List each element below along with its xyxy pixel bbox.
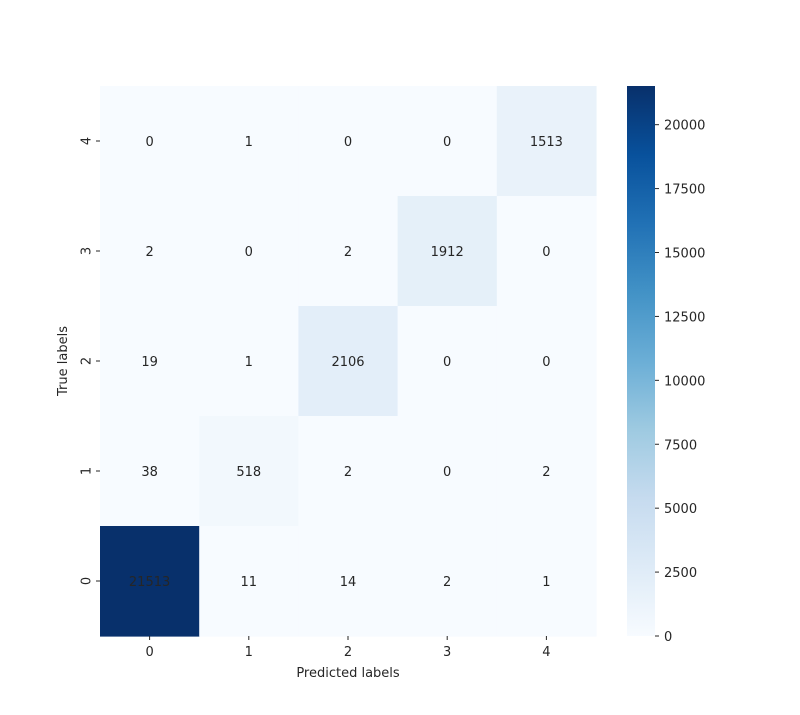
cell-r1-c4 — [496, 196, 597, 307]
cell-r1-c1 — [199, 196, 299, 307]
colorbar-ticks: 0 2500 5000 7500 10000 12500 15000 17500 20000 — [655, 119, 705, 645]
x-tick-label-0: 0 — [145, 645, 153, 660]
cell-value-r2-c1: 1 — [245, 355, 253, 370]
cell-r2-c3 — [397, 306, 498, 417]
colorbar-tick-label-17500: 17500 — [664, 183, 705, 198]
colorbar-tick-label-5000: 5000 — [664, 502, 697, 517]
colorbar — [627, 86, 655, 636]
colorbar-tick-label-15000: 15000 — [664, 247, 705, 262]
cell-value-r4-c2: 14 — [340, 575, 357, 590]
cell-r0-c2 — [298, 86, 399, 197]
cell-value-r3-c3: 0 — [443, 465, 451, 480]
cell-r2-c1 — [199, 306, 299, 417]
colorbar-tick-label-10000: 10000 — [664, 374, 705, 389]
cell-value-r0-c4: 1513 — [530, 135, 563, 150]
cell-value-r3-c0: 38 — [141, 465, 158, 480]
cell-value-r4-c1: 11 — [241, 575, 258, 590]
cell-r3-c2 — [298, 416, 399, 527]
cell-value-r4-c0: 21513 — [129, 575, 170, 590]
heatmap-cells — [100, 86, 597, 637]
y-axis-label: True labels — [56, 326, 71, 397]
colorbar-tick-label-0: 0 — [664, 630, 672, 645]
x-tick-label-2: 2 — [344, 645, 352, 660]
x-tick-label-4: 4 — [542, 645, 550, 660]
cell-value-r1-c4: 0 — [542, 245, 550, 260]
cell-value-r2-c2: 2106 — [331, 355, 364, 370]
x-tick-label-1: 1 — [245, 645, 253, 660]
cell-r0-c4 — [496, 86, 597, 197]
x-axis-ticks: 0 1 2 3 4 — [145, 636, 551, 660]
cell-value-r1-c1: 0 — [245, 245, 253, 260]
cell-r3-c0 — [100, 416, 200, 527]
cell-value-r2-c3: 0 — [443, 355, 451, 370]
cell-r1-c2 — [298, 196, 399, 307]
cell-value-r2-c0: 19 — [141, 355, 158, 370]
cell-r1-c0 — [100, 196, 200, 307]
cell-r3-c3 — [397, 416, 498, 527]
colorbar-tick-label-2500: 2500 — [664, 566, 697, 581]
colorbar-tick-label-7500: 7500 — [664, 438, 697, 453]
cell-value-r4-c3: 2 — [443, 575, 451, 590]
cell-value-r0-c3: 0 — [443, 135, 451, 150]
cell-r3-c1 — [199, 416, 299, 527]
cell-r4-c0 — [100, 526, 200, 637]
cell-value-r1-c3: 1912 — [431, 245, 464, 260]
cell-value-r1-c2: 2 — [344, 245, 352, 260]
cell-value-r0-c1: 1 — [245, 135, 253, 150]
cell-value-r3-c1: 518 — [236, 465, 261, 480]
cell-r4-c2 — [298, 526, 399, 637]
colorbar-tick-label-20000: 20000 — [664, 119, 705, 134]
cell-r2-c4 — [496, 306, 597, 417]
y-axis-ticks: 4 3 2 1 0 — [80, 137, 100, 585]
x-tick-label-3: 3 — [443, 645, 451, 660]
cell-value-r0-c2: 0 — [344, 135, 352, 150]
cell-value-r2-c4: 0 — [542, 355, 550, 370]
cell-value-r3-c2: 2 — [344, 465, 352, 480]
cell-r3-c4 — [496, 416, 597, 527]
y-tick-label-2: 2 — [80, 357, 95, 365]
cell-value-r0-c0: 0 — [145, 135, 153, 150]
cell-value-r1-c0: 2 — [145, 245, 153, 260]
cell-r4-c4 — [496, 526, 597, 637]
y-tick-label-4: 4 — [80, 137, 95, 145]
cell-r0-c3 — [397, 86, 498, 197]
y-tick-label-0: 0 — [80, 577, 95, 585]
cell-r2-c2 — [298, 306, 399, 417]
cell-r1-c3 — [397, 196, 498, 307]
cell-r0-c1 — [199, 86, 299, 197]
cell-value-r4-c4: 1 — [542, 575, 550, 590]
y-tick-label-3: 3 — [80, 247, 95, 255]
y-tick-label-1: 1 — [80, 467, 95, 475]
colorbar-tick-label-12500: 12500 — [664, 310, 705, 325]
cell-r0-c0 — [100, 86, 200, 197]
cell-r2-c0 — [100, 306, 200, 417]
x-axis-label: Predicted labels — [296, 666, 400, 681]
cell-r4-c1 — [199, 526, 299, 637]
cell-value-r3-c4: 2 — [542, 465, 550, 480]
cell-r4-c3 — [397, 526, 498, 637]
